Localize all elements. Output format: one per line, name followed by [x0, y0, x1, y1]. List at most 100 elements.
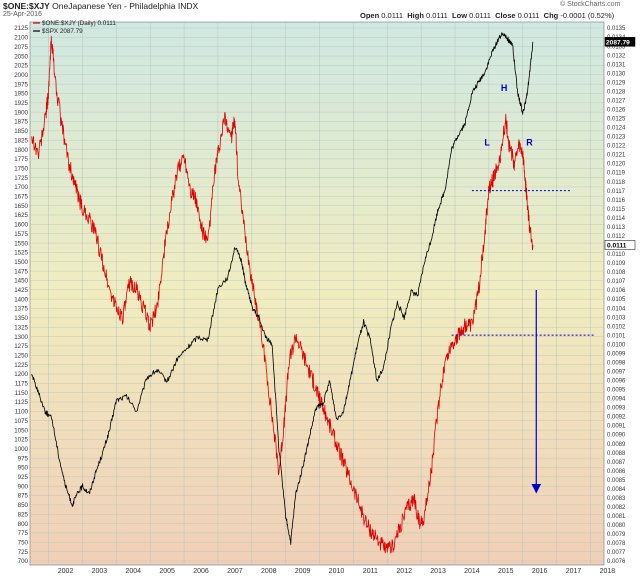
left-tick-label: 900	[18, 483, 29, 490]
right-tick-label: 0.0080	[607, 523, 626, 529]
right-tick-label: 0.0120	[607, 162, 626, 168]
right-tick-label: 0.0124	[607, 126, 626, 132]
plot-background	[29, 21, 605, 566]
right-tick-label: 0.0119	[607, 171, 626, 177]
left-tick-label: 2025	[14, 63, 28, 70]
left-tick-label: 1800	[14, 147, 28, 154]
right-tick-label: 0.0127	[607, 98, 626, 104]
symbol-description: OneJapanese Yen - Philadelphia INDX	[52, 1, 199, 11]
x-tick-label: 2014	[464, 568, 480, 575]
left-tick-label: 2125	[14, 25, 28, 32]
left-tick-label: 1575	[14, 231, 28, 238]
symbol-label: $ONE:$XJY	[3, 1, 50, 11]
x-tick-label: 2007	[227, 568, 243, 575]
right-tick-label: 0.0106	[607, 288, 626, 294]
left-tick-label: 1200	[14, 371, 28, 378]
x-tick-label: 2003	[92, 568, 108, 575]
left-tick-label: 1525	[14, 250, 28, 257]
left-tick-label: 1350	[14, 315, 28, 322]
left-tick-label: 1700	[14, 184, 28, 191]
annotation-layer: H L R	[451, 83, 594, 494]
left-tick-label: 1250	[14, 352, 28, 359]
right-tick-label: 0.0125	[607, 117, 626, 123]
right-tick-label: 0.0078	[607, 541, 626, 547]
left-tick-label: 1600	[14, 222, 28, 229]
right-tick-label: 0.0083	[607, 496, 626, 502]
low-value: 0.0111	[469, 11, 491, 20]
right-tick-label: 0.0135	[607, 26, 626, 32]
close-value: 0.0111	[517, 11, 540, 20]
x-tick-label: 2005	[159, 568, 175, 575]
left-tick-label: 1150	[15, 390, 29, 397]
pattern-label: H	[501, 83, 508, 93]
left-tick-label: 1375	[14, 306, 28, 313]
x-tick-label: 2012	[396, 568, 412, 575]
right-tick-label: 0.0109	[607, 261, 626, 267]
left-tick-label: 1025	[14, 437, 28, 444]
x-axis: 2002 2003 2004 2005 2006 2007 2008 2009 2010 2011…	[58, 568, 616, 575]
left-tick-label: 1850	[14, 128, 28, 135]
left-tick-label: 1725	[14, 175, 28, 182]
left-tick-label: 1875	[14, 119, 28, 126]
left-tick-label: 1100	[15, 409, 29, 416]
left-tick-label: 1400	[14, 296, 28, 303]
x-tick-label: 2008	[261, 568, 277, 575]
left-tick-label: 2100	[14, 35, 28, 42]
last-value-box-spx	[604, 37, 636, 47]
legend-label-spx: $SPX 2087.79	[42, 28, 83, 35]
x-tick-label: 2010	[329, 568, 345, 575]
left-tick-label: 1450	[14, 278, 28, 285]
x-tick-label: 2011	[363, 568, 378, 575]
left-tick-label: 1050	[14, 427, 28, 434]
left-tick-label: 2050	[14, 53, 28, 60]
left-tick-label: 1225	[14, 362, 28, 369]
right-tick-label: 0.0121	[607, 153, 626, 159]
right-tick-label: 0.0096	[607, 379, 626, 385]
right-tick-label: 0.0131	[607, 62, 626, 68]
x-tick-label: 2015	[498, 568, 514, 575]
high-label: High	[407, 11, 424, 20]
right-tick-label: 0.0107	[607, 279, 626, 285]
right-tick-label: 0.0087	[607, 460, 626, 466]
left-tick-label: 925	[18, 474, 29, 481]
right-tick-label: 0.0076	[607, 559, 626, 565]
right-tick-label: 0.0099	[607, 351, 626, 357]
right-tick-label: 0.0114	[607, 216, 626, 222]
open-label: Open	[360, 11, 380, 20]
right-tick-label: 0.0085	[607, 478, 626, 484]
right-tick-label: 0.0086	[607, 469, 626, 475]
left-tick-label: 1925	[14, 100, 28, 107]
left-tick-label: 1325	[14, 324, 28, 331]
left-tick-label: 2075	[14, 44, 28, 51]
right-tick-label: 0.0128	[607, 89, 626, 95]
right-tick-label: 0.0123	[607, 135, 626, 141]
right-tick-label: 0.0084	[607, 487, 626, 493]
right-tick-label: 0.0102	[607, 324, 626, 330]
x-tick-label: 2016	[532, 568, 548, 575]
series-line-spx	[31, 32, 534, 545]
left-tick-label: 1425	[14, 287, 28, 294]
right-tick-label: 0.0129	[607, 80, 626, 86]
right-tick-label: 0.0079	[607, 532, 626, 538]
left-tick-label: 975	[18, 455, 29, 462]
legend: $ONE:$XJY (Daily) 0.0111$SPX 2087.79	[33, 20, 116, 35]
legend-label-xjy: $ONE:$XJY (Daily) 0.0111	[42, 20, 116, 27]
series-line-xjy	[31, 35, 534, 554]
right-tick-label: 0.0118	[607, 180, 626, 186]
left-tick-label: 950	[18, 465, 29, 472]
last-value-xjy: 0.0111	[607, 242, 627, 249]
chg-value: -0.0001 (0.52%)	[560, 11, 615, 20]
right-tick-label: 0.0100	[607, 342, 626, 348]
left-tick-label: 2000	[14, 72, 28, 79]
chart-title: $ONE:$XJY OneJapanese Yen - Philadelphia…	[3, 1, 198, 11]
chart-date: 25-Apr-2016	[3, 11, 42, 18]
pattern-label: L	[484, 137, 490, 147]
x-tick-label: 2009	[295, 568, 311, 575]
series-layer	[31, 32, 534, 554]
low-label: Low	[452, 11, 468, 20]
x-tick-label: 2002	[58, 568, 74, 575]
x-tick-label: 2017	[566, 568, 582, 575]
left-tick-label: 725	[18, 549, 29, 556]
